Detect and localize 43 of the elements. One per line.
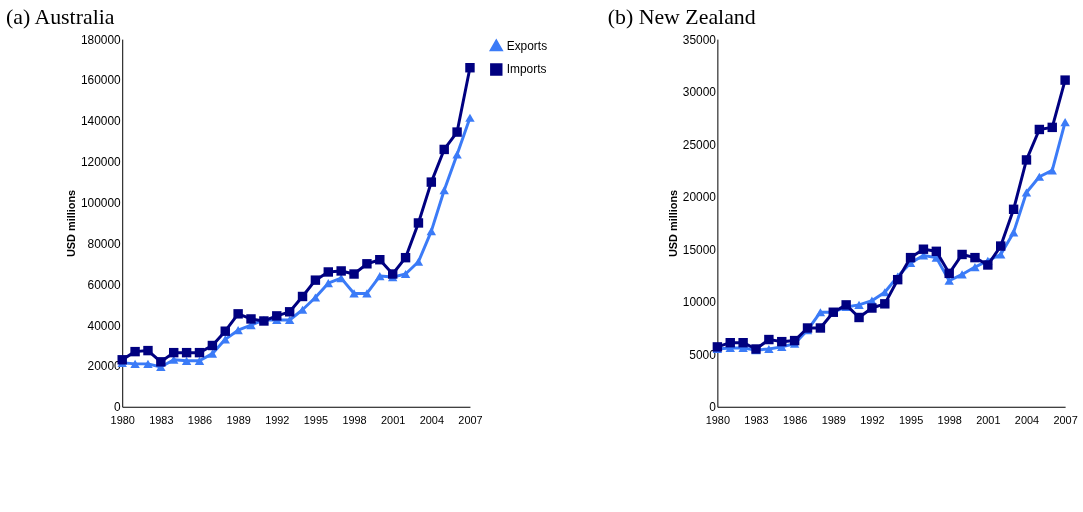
y-axis-title: USD millions <box>64 189 77 258</box>
x-tick-label: 1986 <box>187 414 213 427</box>
chart-title: (b) New Zealand <box>607 5 756 30</box>
x-tick-label: 2007 <box>458 414 483 427</box>
y-axis-title: USD millions <box>666 189 679 258</box>
x-tick-label: 1980 <box>705 414 730 427</box>
x-tick-label: 2004 <box>419 414 444 427</box>
x-tick-label: 2001 <box>381 414 406 427</box>
x-tick-label: 1995 <box>898 414 924 427</box>
y-tick-label: 35000 <box>682 32 717 47</box>
x-tick-label: 1992 <box>860 414 885 427</box>
y-tick-label: 0 <box>114 400 122 415</box>
legend-label: Exports <box>506 38 548 53</box>
x-tick-label: 2007 <box>1053 414 1078 427</box>
legend-label: Imports <box>506 62 547 77</box>
y-tick-label: 140000 <box>80 114 122 129</box>
chart-title: (a) Australia <box>5 5 115 30</box>
y-tick-label: 25000 <box>682 137 717 152</box>
y-tick-label: 15000 <box>682 242 717 257</box>
y-tick-label: 80000 <box>87 236 122 251</box>
y-tick-label: 0 <box>709 400 717 415</box>
x-tick-label: 1983 <box>744 414 769 427</box>
y-tick-label: 5000 <box>689 347 717 362</box>
y-tick-label: 120000 <box>80 155 122 170</box>
y-tick-label: 30000 <box>682 85 717 100</box>
y-tick-label: 10000 <box>682 295 717 310</box>
y-tick-label: 60000 <box>87 277 122 292</box>
y-tick-label: 180000 <box>80 32 122 47</box>
x-tick-label: 1995 <box>303 414 329 427</box>
x-tick-label: 2001 <box>976 414 1001 427</box>
x-tick-label: 2004 <box>1014 414 1040 427</box>
x-tick-label: 1992 <box>265 414 290 427</box>
x-tick-label: 1989 <box>226 414 251 427</box>
y-tick-label: 40000 <box>87 318 122 333</box>
y-tick-label: 100000 <box>80 196 122 210</box>
x-tick-label: 1989 <box>821 414 846 427</box>
y-tick-label: 20000 <box>682 190 717 205</box>
x-tick-label: 1998 <box>342 414 367 427</box>
x-tick-label: 1998 <box>937 414 962 427</box>
y-tick-label: 160000 <box>80 73 122 88</box>
x-tick-label: 1980 <box>110 414 135 427</box>
x-tick-label: 1986 <box>783 414 808 427</box>
x-tick-label: 1983 <box>149 414 174 427</box>
